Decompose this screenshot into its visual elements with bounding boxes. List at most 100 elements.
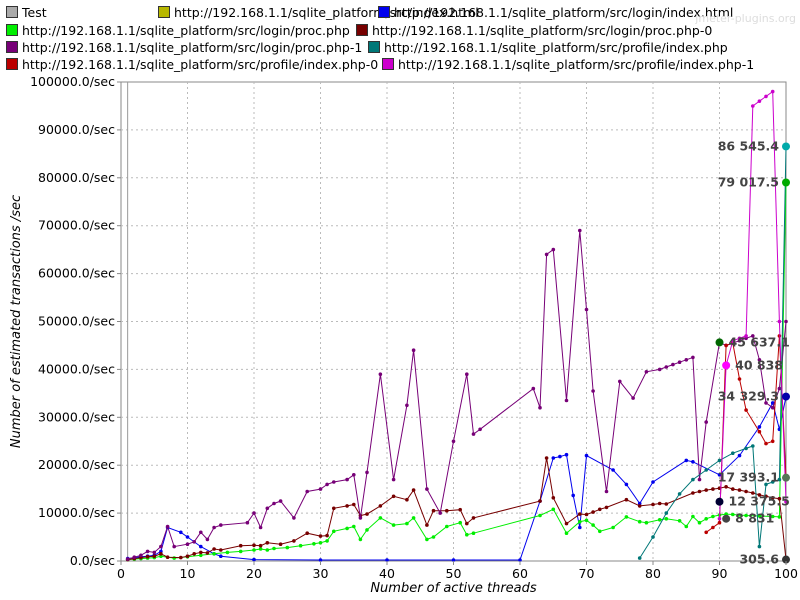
data-point: [159, 552, 163, 556]
data-point: [757, 425, 762, 429]
data-point: [465, 532, 469, 537]
data-point: [278, 499, 283, 503]
data-point: [411, 348, 416, 353]
data-point: [731, 451, 735, 456]
annotation-label: 40 838: [735, 357, 783, 372]
data-point: [352, 502, 356, 507]
data-point: [365, 528, 369, 532]
legend-label: http://192.168.1.1/sqlite_platform/src/i…: [174, 5, 479, 20]
data-point: [219, 523, 223, 527]
legend-swatch: [6, 24, 18, 36]
series-login-proc-php-1: [125, 228, 788, 561]
legend-label: http://192.168.1.1/sqlite_platform/src/p…: [384, 40, 728, 55]
data-point: [132, 555, 137, 559]
legend-item-profile-index-php-1[interactable]: http://192.168.1.1/sqlite_platform/src/p…: [382, 57, 755, 72]
data-point: [318, 487, 323, 491]
data-point: [318, 534, 323, 538]
annotation-marker: [782, 142, 790, 151]
data-point: [551, 247, 556, 252]
legend-item-login-proc-php[interactable]: http://192.168.1.1/sqlite_platform/src/l…: [6, 23, 350, 38]
data-point: [584, 307, 589, 312]
data-point: [425, 523, 429, 527]
data-point: [744, 408, 748, 412]
y-tick-label: 100000.0/sec: [30, 74, 115, 89]
data-point: [465, 372, 469, 377]
data-point: [199, 544, 203, 549]
y-tick-label: 50000.0/sec: [38, 314, 115, 329]
data-point: [551, 496, 556, 500]
legend-item-login-proc-php-0[interactable]: http://192.168.1.1/sqlite_platform/src/l…: [356, 23, 713, 38]
legend-item-test[interactable]: Test: [6, 5, 47, 20]
data-point: [212, 525, 216, 530]
data-point: [684, 358, 689, 362]
legend-item-src-index-html[interactable]: http://192.168.1.1/sqlite_platform/src/i…: [158, 5, 479, 20]
series-login-proc-php: [125, 180, 788, 562]
data-point: [205, 551, 210, 555]
x-tick-label: 30: [313, 566, 329, 581]
data-point: [664, 502, 669, 506]
data-point: [637, 519, 642, 524]
data-point: [378, 372, 383, 377]
data-point: [199, 553, 203, 558]
data-point: [405, 403, 409, 408]
data-point: [664, 517, 669, 521]
data-point: [737, 513, 742, 517]
data-point: [305, 489, 310, 494]
legend-swatch: [378, 6, 390, 18]
data-point: [192, 540, 196, 544]
legend-item-profile-index-php-0[interactable]: http://192.168.1.1/sqlite_platform/src/p…: [6, 57, 379, 72]
data-point: [737, 336, 742, 341]
data-point: [145, 554, 150, 559]
data-point: [744, 513, 748, 518]
data-point: [691, 477, 695, 482]
annotation-marker: [715, 497, 724, 506]
x-tick-label: 10: [180, 566, 196, 581]
legend-item-login-proc-php-1[interactable]: http://192.168.1.1/sqlite_platform/src/l…: [6, 40, 363, 55]
x-axis-ticks: 0 10 20 30 40 50 60 70 80 90 100: [117, 561, 798, 581]
data-point: [744, 334, 748, 338]
data-point: [385, 558, 389, 562]
data-point: [411, 516, 416, 520]
annotation-label: 305.6: [739, 552, 779, 567]
data-point: [212, 552, 216, 556]
data-point: [391, 523, 396, 527]
data-point: [757, 99, 762, 103]
legend-swatch: [6, 6, 18, 18]
data-point: [345, 504, 349, 508]
data-point: [571, 493, 575, 498]
y-tick-label: 10000.0/sec: [38, 505, 115, 520]
series-line: [127, 396, 787, 561]
data-point: [777, 477, 782, 482]
data-point: [764, 482, 768, 487]
data-point: [691, 460, 695, 464]
data-point: [538, 405, 542, 410]
data-point: [252, 511, 256, 515]
data-point: [185, 554, 190, 558]
value-annotation: 34 329.3: [718, 389, 790, 404]
data-point: [770, 496, 775, 500]
data-point: [332, 480, 336, 484]
data-point: [538, 499, 542, 503]
data-point: [578, 512, 582, 516]
data-point: [744, 489, 748, 494]
legend-item-profile-index-php[interactable]: http://192.168.1.1/sqlite_platform/src/p…: [368, 40, 728, 55]
data-point: [777, 319, 782, 324]
data-point: [345, 477, 349, 482]
series-profile-index-php-0: [704, 334, 788, 535]
data-point: [152, 554, 157, 558]
data-point: [664, 365, 669, 369]
data-point: [544, 456, 549, 460]
data-point: [631, 396, 635, 400]
data-point: [671, 362, 675, 367]
data-point: [757, 493, 762, 497]
data-point: [604, 505, 609, 510]
y-tick-label: 80000.0/sec: [38, 170, 115, 185]
data-point: [431, 508, 436, 513]
data-point: [411, 488, 416, 492]
legend-label: Test: [21, 5, 47, 20]
data-point: [332, 506, 336, 511]
legend-item-login-index-html[interactable]: http://192.168.1.1/sqlite_platform/src/l…: [378, 5, 734, 20]
data-point: [292, 516, 296, 520]
legend: Test http://192.168.1.1/sqlite_platform/s…: [6, 5, 755, 72]
